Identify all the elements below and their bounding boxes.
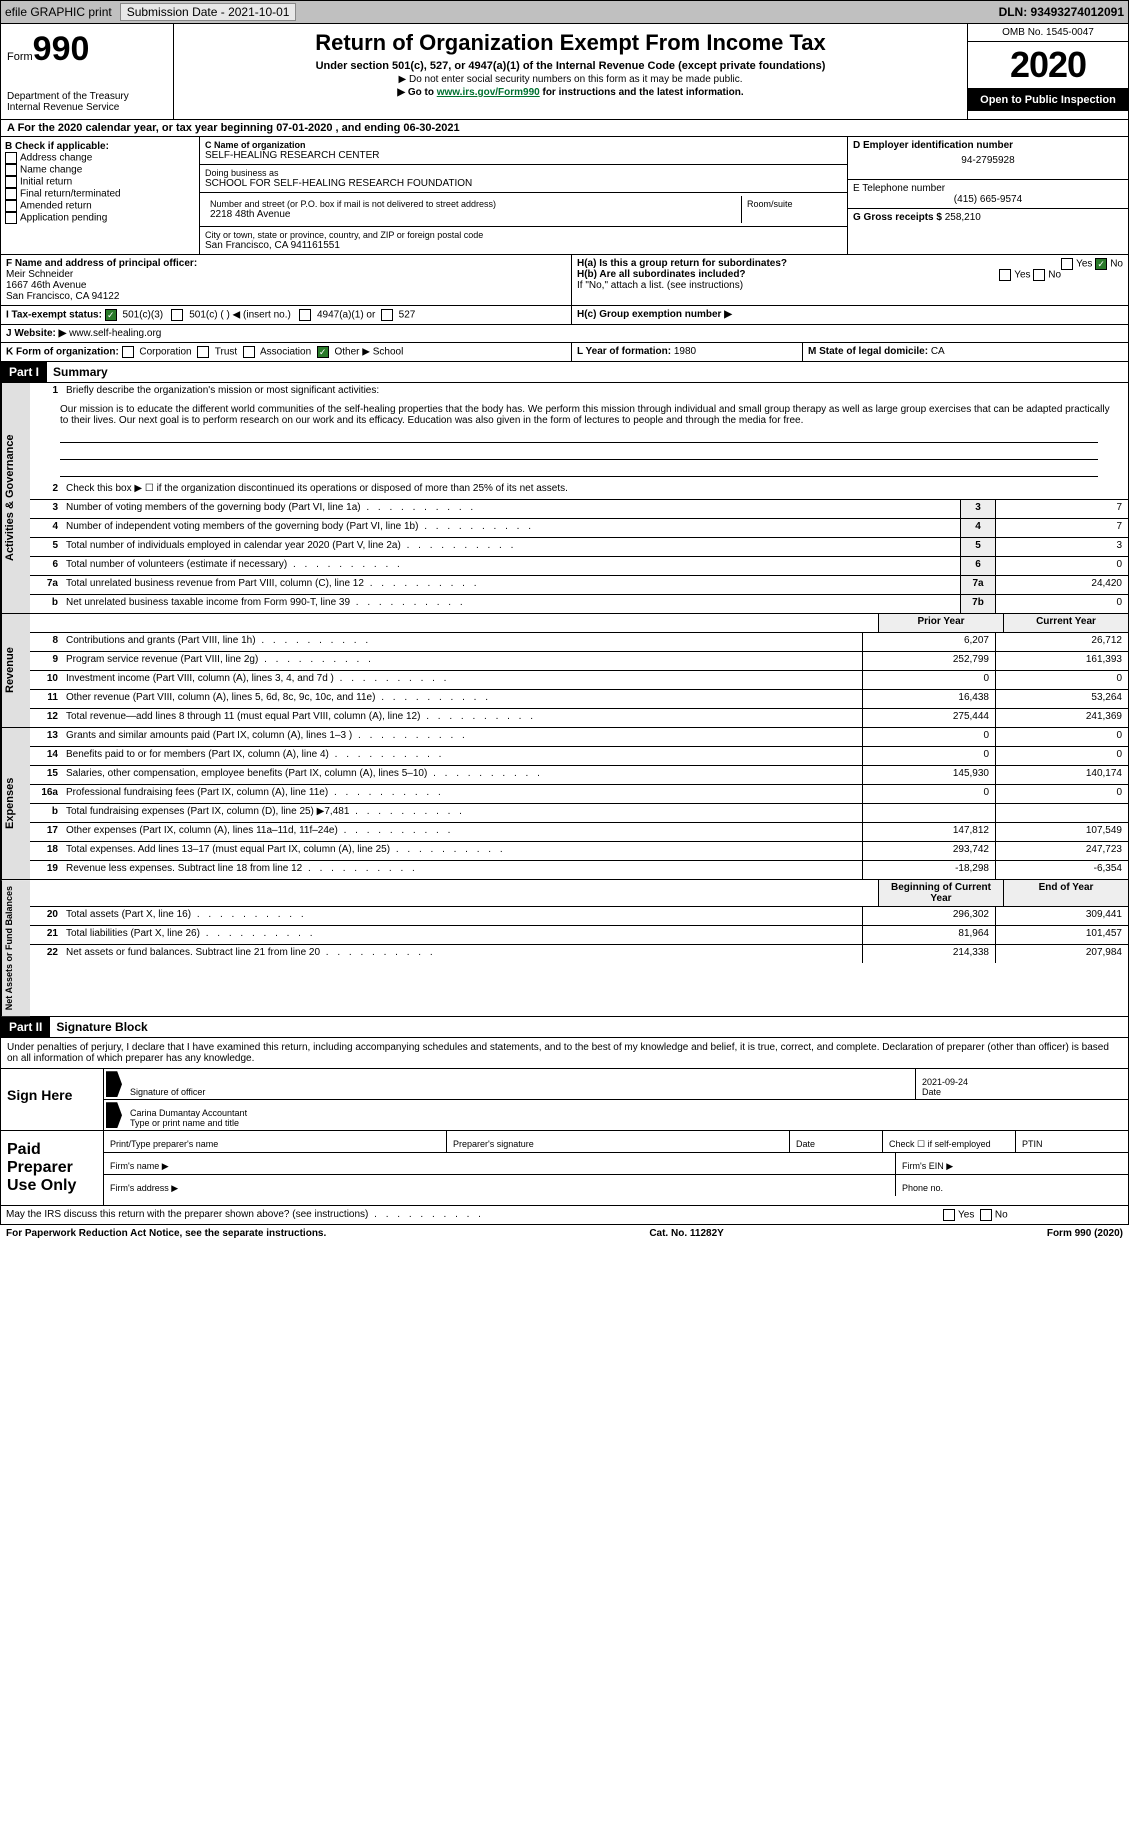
side-governance: Activities & Governance <box>1 383 30 613</box>
side-netassets: Net Assets or Fund Balances <box>1 880 30 1016</box>
paid-preparer-label: Paid Preparer Use Only <box>1 1131 104 1205</box>
efile-label: efile GRAPHIC print <box>5 5 112 19</box>
sig-date: 2021-09-24 <box>922 1077 968 1087</box>
phone: (415) 665-9574 <box>853 194 1123 205</box>
part1-header: Part I <box>1 362 47 382</box>
mission-text: Our mission is to educate the different … <box>30 401 1128 426</box>
efile-topbar: efile GRAPHIC print Submission Date - 20… <box>0 0 1129 24</box>
year-formation: 1980 <box>674 346 696 357</box>
dept-treasury: Department of the Treasury <box>7 91 167 102</box>
form-header: Form990 Department of the Treasury Inter… <box>0 24 1129 120</box>
form-number: 990 <box>33 30 90 68</box>
officer-name: Meir Schneider <box>6 269 73 280</box>
officer-print-name: Carina Dumantay Accountant <box>130 1108 247 1118</box>
section-b: B Check if applicable: Address change Na… <box>1 137 200 254</box>
gross-receipts: 258,210 <box>945 212 981 223</box>
perjury-declaration: Under penalties of perjury, I declare th… <box>1 1038 1128 1068</box>
tax-year: 2020 <box>968 42 1128 89</box>
state-domicile: CA <box>931 346 945 357</box>
irs-label: Internal Revenue Service <box>7 102 167 113</box>
part2-title: Signature Block <box>50 1017 153 1037</box>
cat-no: Cat. No. 11282Y <box>649 1228 723 1239</box>
goto-note: ▶ Go to www.irs.gov/Form990 for instruct… <box>182 87 959 98</box>
street-address: 2218 48th Avenue <box>210 209 736 220</box>
side-expenses: Expenses <box>1 728 30 879</box>
website: www.self-healing.org <box>69 328 161 339</box>
part1-title: Summary <box>47 362 114 382</box>
arrow-icon <box>106 1102 122 1128</box>
part2-header: Part II <box>1 1017 50 1037</box>
submission-date-button[interactable]: Submission Date - 2021-10-01 <box>120 3 297 21</box>
entity-info: B Check if applicable: Address change Na… <box>0 137 1129 255</box>
ein: 94-2795928 <box>853 155 1123 166</box>
form-foot: Form 990 (2020) <box>1047 1228 1123 1239</box>
form-designation: Form990 Department of the Treasury Inter… <box>1 24 174 119</box>
arrow-icon <box>106 1071 122 1097</box>
dba-name: SCHOOL FOR SELF-HEALING RESEARCH FOUNDAT… <box>205 178 842 189</box>
line-a: A For the 2020 calendar year, or tax yea… <box>0 120 1129 137</box>
irs-link[interactable]: www.irs.gov/Form990 <box>437 87 540 98</box>
sign-here-label: Sign Here <box>1 1069 104 1130</box>
side-revenue: Revenue <box>1 614 30 727</box>
city-state-zip: San Francisco, CA 941161551 <box>205 240 842 251</box>
open-public: Open to Public Inspection <box>968 89 1128 111</box>
ssn-note: ▶ Do not enter social security numbers o… <box>182 74 959 85</box>
form-title: Return of Organization Exempt From Incom… <box>182 30 959 56</box>
form-subtitle: Under section 501(c), 527, or 4947(a)(1)… <box>182 60 959 72</box>
dln-label: DLN: 93493274012091 <box>999 5 1124 19</box>
org-name: SELF-HEALING RESEARCH CENTER <box>205 150 842 161</box>
omb-number: OMB No. 1545-0047 <box>968 24 1128 42</box>
paperwork-notice: For Paperwork Reduction Act Notice, see … <box>6 1228 326 1239</box>
